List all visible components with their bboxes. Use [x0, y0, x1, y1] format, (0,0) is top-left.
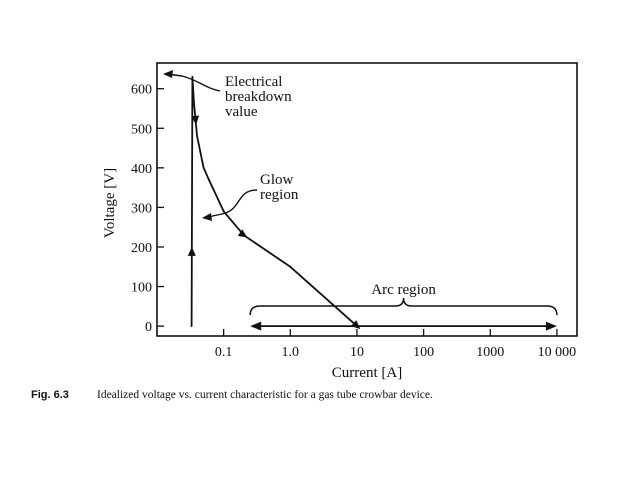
y-tick-label: 400 [131, 162, 152, 177]
x-axis-label: Current [A] [332, 365, 402, 381]
y-axis: 0 100 200 300 400 500 600 [131, 83, 164, 335]
y-axis-label: Voltage [V] [102, 168, 118, 238]
y-tick-label: 0 [145, 320, 152, 335]
caption-text: Idealized voltage vs. current characteri… [97, 389, 433, 401]
y-tick-label: 600 [131, 83, 152, 98]
data-point [190, 325, 193, 328]
annotation-arc: Arc region [371, 282, 436, 298]
figure-caption: Fig. 6.3 Idealized voltage vs. current c… [31, 389, 433, 401]
plot-frame [156, 62, 578, 337]
arc-region-arrow-right [545, 321, 557, 331]
data-point [207, 178, 210, 181]
x-tick-label: 1000 [476, 345, 504, 360]
annotation-glow: region [260, 187, 299, 203]
data-point [196, 135, 199, 138]
y-tick-label: 200 [131, 241, 152, 256]
figure-number: Fig. 6.3 [31, 389, 69, 401]
data-point [191, 75, 194, 78]
data-point [289, 265, 292, 268]
direction-arrow [191, 115, 200, 125]
arc-region-arrow-left [250, 321, 262, 331]
x-axis: 0.1 1.0 10 100 1000 10 000 [215, 329, 576, 360]
direction-arrow [187, 246, 196, 256]
data-point [222, 210, 225, 213]
x-tick-label: 10 [350, 345, 364, 360]
annotation-pointer [166, 73, 221, 92]
data-point [193, 103, 195, 106]
x-tick-label: 1.0 [282, 345, 300, 360]
annotation-breakdown: value [225, 104, 258, 120]
annotation-pointer [207, 189, 258, 218]
annotation-glow: Glow [260, 172, 294, 188]
annotation-breakdown: breakdown [225, 89, 292, 105]
data-point [202, 166, 205, 169]
y-tick-label: 500 [131, 122, 152, 137]
annotation-arrowhead [202, 213, 212, 221]
direction-arrow [237, 229, 248, 238]
x-tick-label: 0.1 [215, 345, 233, 360]
y-tick-label: 300 [131, 201, 152, 216]
x-tick-label: 10 000 [538, 345, 577, 360]
y-tick-label: 100 [131, 281, 152, 296]
x-tick-label: 100 [413, 345, 434, 360]
characteristic-curve [190, 75, 358, 327]
annotation-breakdown: Electrical [225, 74, 282, 90]
annotation-arrowhead [163, 70, 173, 78]
arc-region-brace [249, 297, 558, 316]
